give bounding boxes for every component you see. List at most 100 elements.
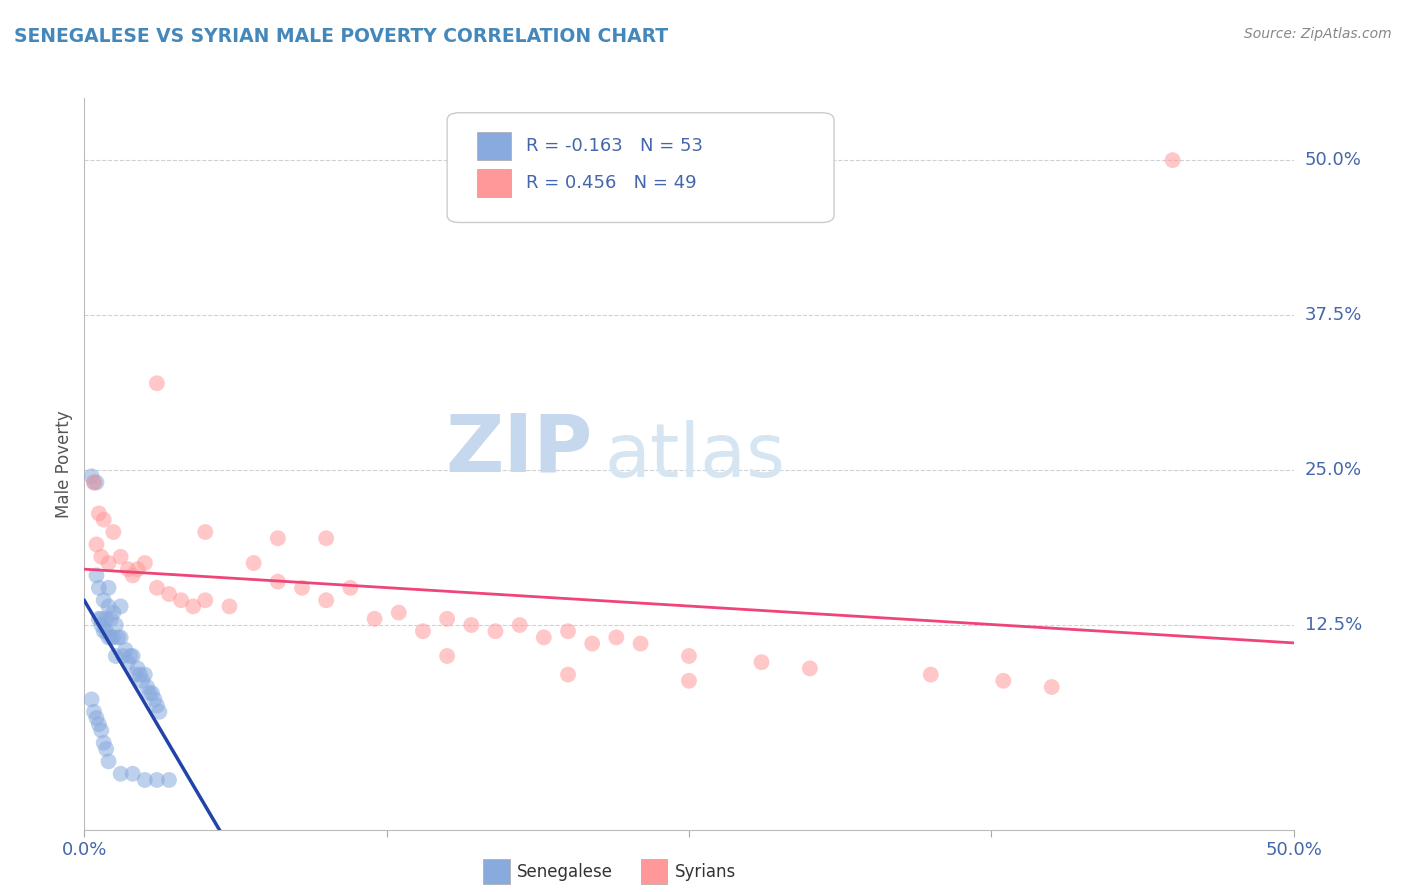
Point	[100, 612, 122, 626]
Point	[194, 524, 217, 539]
Y-axis label: Male Poverty: Male Poverty	[55, 410, 73, 517]
FancyBboxPatch shape	[447, 112, 834, 222]
Point	[97, 556, 120, 570]
Point	[100, 631, 122, 645]
Point	[107, 631, 129, 645]
Point	[86, 711, 108, 725]
Point	[131, 673, 153, 688]
Point	[581, 637, 603, 651]
Text: 50.0%: 50.0%	[1305, 151, 1361, 169]
Point	[157, 587, 180, 601]
Point	[120, 648, 142, 663]
Point	[83, 475, 105, 490]
Point	[110, 549, 132, 564]
Point	[134, 556, 156, 570]
Point	[103, 524, 125, 539]
Point	[146, 772, 169, 787]
Point	[114, 642, 136, 657]
Point	[460, 618, 482, 632]
Point	[157, 772, 180, 787]
Point	[94, 612, 117, 626]
Point	[97, 599, 120, 614]
Point	[138, 686, 160, 700]
Point	[1040, 680, 1063, 694]
Point	[267, 574, 290, 589]
Point	[80, 692, 103, 706]
Text: R = 0.456   N = 49: R = 0.456 N = 49	[526, 174, 696, 192]
Point	[94, 624, 117, 639]
Point	[93, 513, 115, 527]
Point	[388, 606, 411, 620]
Point	[436, 612, 458, 626]
Point	[920, 667, 942, 681]
Point	[86, 568, 108, 582]
Point	[218, 599, 240, 614]
Point	[533, 631, 555, 645]
Point	[363, 612, 385, 626]
Point	[630, 637, 652, 651]
Point	[557, 624, 579, 639]
Point	[141, 686, 163, 700]
Point	[129, 667, 152, 681]
Point	[83, 475, 105, 490]
Point	[170, 593, 193, 607]
Point	[103, 606, 125, 620]
Point	[117, 562, 139, 576]
Point	[110, 631, 132, 645]
Point	[146, 581, 169, 595]
Point	[146, 376, 169, 391]
Point	[121, 568, 143, 582]
Text: 25.0%: 25.0%	[1305, 461, 1362, 479]
Point	[436, 648, 458, 663]
Point	[94, 742, 117, 756]
Point	[90, 549, 112, 564]
Point	[110, 599, 132, 614]
Point	[509, 618, 531, 632]
Point	[315, 593, 337, 607]
Point	[1161, 153, 1184, 167]
Point	[134, 667, 156, 681]
Point	[799, 661, 821, 675]
Point	[146, 698, 169, 713]
Point	[678, 648, 700, 663]
Point	[87, 612, 110, 626]
Bar	[641, 859, 668, 884]
Point	[678, 673, 700, 688]
Point	[134, 772, 156, 787]
Point	[484, 624, 506, 639]
Point	[121, 766, 143, 780]
Point	[83, 705, 105, 719]
Point	[121, 648, 143, 663]
Point	[93, 624, 115, 639]
Point	[93, 736, 115, 750]
Text: 37.5%: 37.5%	[1305, 306, 1362, 324]
Text: Source: ZipAtlas.com: Source: ZipAtlas.com	[1244, 27, 1392, 41]
Point	[124, 667, 146, 681]
Point	[751, 655, 773, 669]
Point	[87, 717, 110, 731]
Point	[117, 655, 139, 669]
Point	[993, 673, 1015, 688]
Point	[242, 556, 264, 570]
Point	[86, 537, 108, 551]
Point	[267, 531, 290, 545]
Point	[143, 692, 166, 706]
Point	[104, 648, 127, 663]
Point	[181, 599, 204, 614]
Text: ZIP: ZIP	[444, 410, 592, 488]
Text: Syrians: Syrians	[675, 863, 735, 881]
Point	[110, 766, 132, 780]
Point	[87, 581, 110, 595]
Text: atlas: atlas	[605, 420, 786, 493]
Point	[97, 631, 120, 645]
Point	[93, 593, 115, 607]
Bar	[478, 169, 512, 197]
Bar	[478, 133, 512, 161]
Point	[90, 612, 112, 626]
Point	[90, 618, 112, 632]
Point	[136, 680, 159, 694]
Point	[127, 661, 149, 675]
Text: SENEGALESE VS SYRIAN MALE POVERTY CORRELATION CHART: SENEGALESE VS SYRIAN MALE POVERTY CORREL…	[14, 27, 668, 45]
Point	[97, 755, 120, 769]
Point	[103, 631, 125, 645]
